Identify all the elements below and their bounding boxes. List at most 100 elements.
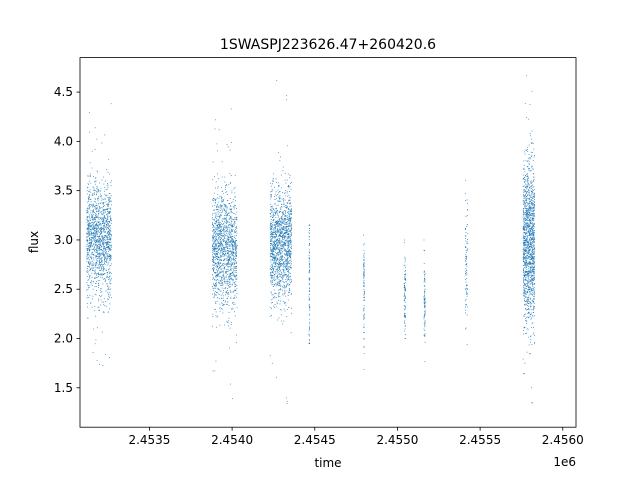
data-point	[230, 228, 232, 230]
data-point	[285, 230, 287, 232]
data-point	[283, 320, 285, 322]
data-point	[103, 211, 105, 213]
data-point	[235, 254, 237, 256]
data-point	[233, 242, 235, 244]
data-point	[89, 237, 90, 239]
data-point	[288, 284, 290, 286]
data-point	[102, 199, 104, 200]
data-point	[277, 259, 279, 260]
data-point	[97, 273, 99, 274]
data-point	[283, 287, 285, 289]
data-point	[284, 266, 286, 267]
data-point	[289, 250, 290, 252]
data-point	[363, 276, 365, 277]
data-point	[279, 224, 281, 226]
data-point	[221, 207, 223, 209]
data-point	[283, 229, 285, 231]
data-point	[273, 278, 275, 280]
data-point	[270, 232, 272, 233]
data-point	[101, 253, 103, 255]
data-point	[288, 269, 289, 271]
data-point	[103, 213, 105, 215]
data-point	[226, 282, 228, 284]
data-point	[404, 309, 406, 311]
data-point	[282, 220, 284, 222]
data-point	[272, 266, 274, 268]
data-point	[287, 185, 289, 187]
data-point	[225, 254, 227, 256]
data-point	[269, 241, 271, 242]
data-point	[106, 264, 108, 266]
data-point	[221, 280, 223, 281]
data-point	[235, 249, 237, 251]
data-point	[281, 240, 283, 242]
data-point	[531, 246, 533, 248]
data-point	[281, 228, 283, 230]
data-point	[272, 282, 273, 284]
data-point	[278, 239, 280, 241]
data-point	[289, 265, 291, 267]
data-point	[93, 187, 95, 189]
data-point	[525, 333, 527, 334]
data-point	[94, 234, 96, 236]
data-point	[108, 238, 110, 240]
data-point	[95, 239, 97, 241]
data-point	[233, 266, 235, 268]
data-point	[289, 186, 291, 188]
data-point	[216, 254, 218, 256]
data-point	[236, 230, 237, 232]
data-point	[288, 240, 290, 242]
data-point	[308, 280, 310, 282]
data-point	[109, 276, 111, 277]
data-point	[235, 238, 236, 240]
data-point	[100, 228, 102, 230]
data-point	[270, 206, 272, 207]
data-point	[231, 308, 233, 310]
data-point	[288, 208, 289, 209]
data-point	[273, 203, 275, 205]
data-point	[523, 256, 525, 257]
data-point	[107, 212, 109, 214]
data-point	[234, 195, 236, 197]
data-point	[97, 236, 99, 238]
data-point	[273, 284, 275, 286]
data-point	[234, 247, 236, 249]
data-point	[272, 232, 273, 234]
data-point	[309, 242, 310, 244]
data-point	[88, 285, 90, 287]
data-point	[213, 259, 215, 261]
data-point	[286, 229, 288, 231]
data-point	[221, 200, 223, 202]
data-point	[89, 233, 91, 235]
data-point	[86, 303, 88, 304]
data-point	[288, 216, 290, 218]
data-point	[93, 234, 95, 236]
data-point	[103, 268, 105, 270]
data-point	[279, 218, 281, 219]
data-point	[363, 305, 365, 306]
data-point	[101, 274, 103, 276]
data-point	[288, 251, 290, 253]
data-point	[276, 243, 278, 245]
data-point	[109, 283, 111, 285]
data-point	[283, 308, 285, 310]
data-point	[283, 232, 285, 234]
data-point	[277, 239, 278, 241]
data-point	[88, 228, 90, 230]
data-point	[105, 239, 106, 241]
data-point	[530, 208, 532, 210]
data-point	[94, 227, 96, 229]
data-point	[285, 239, 287, 241]
data-point	[92, 245, 93, 247]
data-point	[94, 240, 96, 242]
data-point	[106, 247, 108, 249]
data-point	[289, 272, 291, 274]
data-point	[309, 318, 311, 320]
data-point	[104, 235, 106, 237]
data-point	[221, 201, 223, 203]
data-point	[222, 218, 224, 220]
data-point	[269, 355, 271, 357]
data-point	[274, 231, 276, 233]
data-point	[91, 232, 92, 234]
data-point	[105, 211, 106, 213]
